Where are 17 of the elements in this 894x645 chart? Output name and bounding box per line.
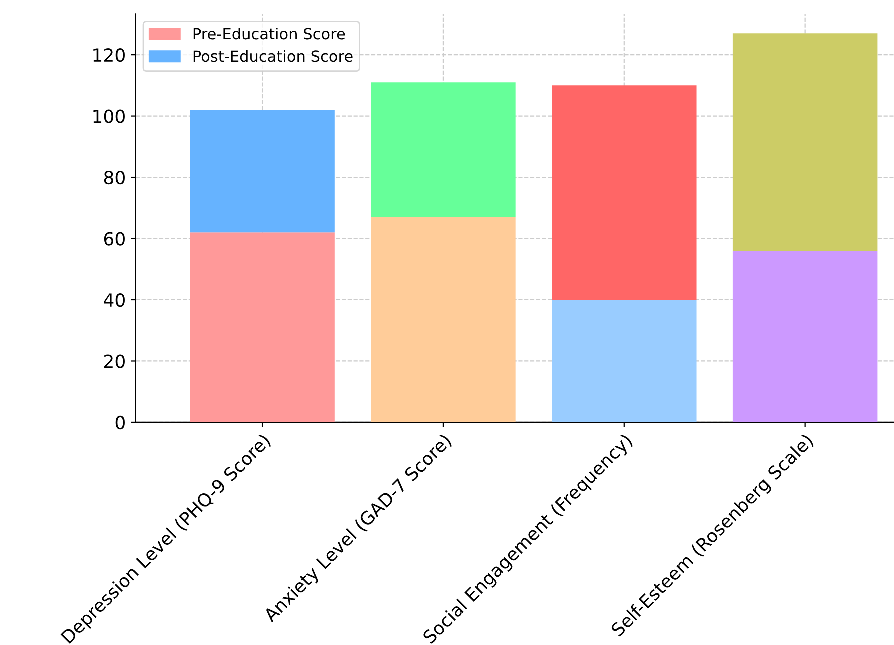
y-tick-label: 0 xyxy=(116,416,125,430)
bar xyxy=(732,251,878,422)
bar xyxy=(190,110,335,233)
bar xyxy=(190,232,335,422)
y-tick-label: 60 xyxy=(104,232,125,246)
y-tick-label: 40 xyxy=(104,293,125,308)
bar xyxy=(371,82,516,218)
y-tick-label: 80 xyxy=(104,170,125,185)
legend-label: Post-Education Score xyxy=(194,50,353,62)
bar xyxy=(732,34,878,252)
y-tick-label: 20 xyxy=(104,354,125,368)
y-tick-label: 120 xyxy=(94,48,125,62)
bar xyxy=(371,217,516,422)
y-tick-label: 100 xyxy=(94,110,125,124)
legend-label: Pre-Education Score xyxy=(194,28,346,40)
bar xyxy=(552,86,697,300)
bar xyxy=(552,300,697,422)
